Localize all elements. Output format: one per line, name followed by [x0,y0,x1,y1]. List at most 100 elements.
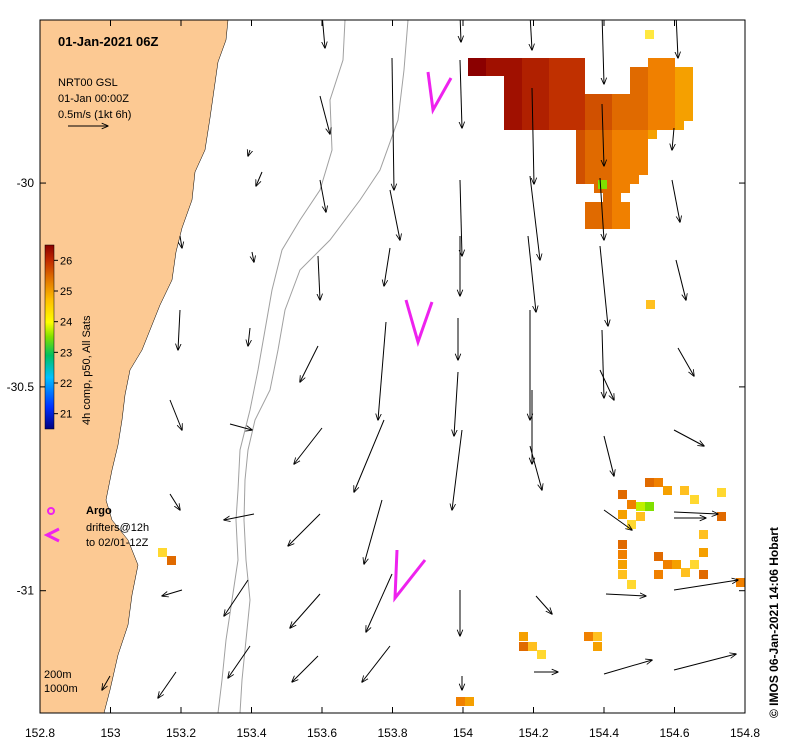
sst-pixel [621,211,630,220]
sst-pixel [639,121,648,130]
sst-pixel [567,85,576,94]
sst-pixel [657,76,666,85]
sst-pixel [681,568,690,577]
current-vector [364,499,383,564]
sst-pixel [675,67,684,76]
sst-pixel [576,157,585,166]
sst-pixel [612,193,621,202]
sst-pixel [603,166,612,175]
sst-pixel [672,560,681,569]
sst-pixel [684,85,693,94]
sst-pixel [618,490,627,499]
sst-pixel [648,85,657,94]
sst-pixel [675,121,684,130]
sst-pixel [567,67,576,76]
sst-pixel [594,202,603,211]
sst-pixel [603,121,612,130]
sst-pixel [690,495,699,504]
drifter-track [393,549,427,603]
sst-pixel [558,67,567,76]
sst-pixel [639,139,648,148]
sst-pixel [621,121,630,130]
sst-pixel [690,560,699,569]
sst-pixel [630,103,639,112]
sst-pixel [699,570,708,579]
current-vector [169,493,180,510]
current-vector [318,255,320,300]
sst-pixel [519,632,528,641]
current-vector [169,399,182,430]
sst-pixel [612,175,621,184]
sst-pixel [630,67,639,76]
sst-pixel [621,202,630,211]
current-vector [602,20,604,84]
sst-pixel [612,202,621,211]
sst-pixel [576,112,585,121]
sst-pixel [477,58,486,67]
current-vector [228,645,251,678]
sst-pixel [612,184,621,193]
current-vector [605,594,646,596]
sst-pixel [576,175,585,184]
sst-pixel [585,94,594,103]
sst-pixel [603,220,612,229]
sst-pixel [468,58,477,67]
sst-pixel [654,570,663,579]
sst-pixel [684,67,693,76]
sst-pixel [612,166,621,175]
sst-pixel [522,85,531,94]
sst-pixel [158,548,167,557]
sst-pixel [540,67,549,76]
sst-pixel [666,76,675,85]
sst-pixel [531,94,540,103]
sst-pixel [612,94,621,103]
current-vector [527,235,536,312]
legend-line: NRT00 GSL [58,77,118,89]
sst-pixel [675,112,684,121]
current-vector [460,179,462,256]
sst-pixel [522,58,531,67]
current-vector [248,327,250,346]
sst-pixel [558,76,567,85]
sst-pixel [540,76,549,85]
current-vector [529,175,540,260]
sst-pixel [639,94,648,103]
current-vector [673,429,704,446]
x-tick-label: 154 [453,726,473,740]
sst-pixel [549,58,558,67]
current-vector [292,655,319,682]
current-vector [602,329,604,398]
drifters-label: drifters@12h [86,522,149,534]
sst-pixel [654,552,663,561]
sst-pixel [513,121,522,130]
sst-pixel [504,94,513,103]
current-vector [671,179,680,222]
current-vector [392,57,394,190]
sst-pixel [576,139,585,148]
current-vector [180,235,182,248]
sst-pixel [603,211,612,220]
sst-pixel [639,166,648,175]
current-vector [319,179,326,212]
sst-pixel [585,220,594,229]
sst-pixel [630,130,639,139]
sst-pixel [630,76,639,85]
sst-pixel [594,130,603,139]
sst-pixel [468,67,477,76]
sst-pixel [477,67,486,76]
sst-pixel [603,157,612,166]
current-vector [290,593,321,628]
sst-pixel [639,67,648,76]
sst-pixel [540,103,549,112]
sst-pixel [663,560,672,569]
sst-pixel [528,642,537,651]
sst-pixel [630,175,639,184]
sst-pixels [158,30,745,706]
sst-pixel [657,94,666,103]
sst-pixel [549,67,558,76]
sst-pixel [675,103,684,112]
sst-pixel [621,166,630,175]
current-vector [535,595,552,614]
sst-pixel [558,121,567,130]
